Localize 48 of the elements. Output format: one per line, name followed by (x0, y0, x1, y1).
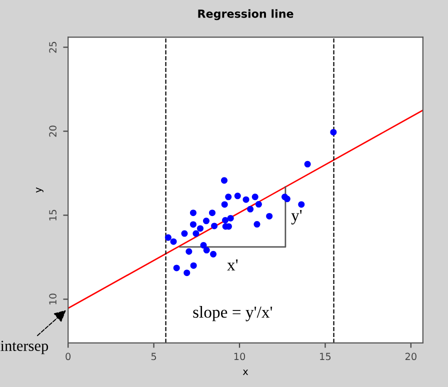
point (247, 206, 254, 212)
annotation: intersep (0, 340, 48, 354)
point (203, 246, 210, 254)
point (190, 221, 196, 228)
point (200, 242, 207, 249)
annotation: y' (291, 210, 302, 224)
point (164, 234, 172, 241)
point (186, 248, 192, 255)
point (234, 192, 241, 200)
x-tick-label: 10 (234, 352, 246, 360)
point (208, 210, 216, 216)
point (252, 194, 258, 200)
annotation: slope = y'/x' (193, 306, 272, 322)
point (196, 225, 204, 232)
point (227, 214, 234, 222)
point (181, 230, 188, 237)
point (330, 128, 337, 136)
point (211, 222, 218, 230)
point (266, 212, 273, 220)
y-axis-title: y (36, 187, 44, 193)
point (192, 230, 200, 237)
x-tick-label: 15 (320, 352, 331, 360)
point (173, 264, 180, 272)
annotation: x' (227, 260, 238, 270)
chart-title: Regression line (198, 9, 294, 20)
point (190, 210, 196, 216)
point (298, 201, 305, 208)
x-tick-label: 5 (151, 352, 156, 360)
x-axis-title: x (242, 370, 248, 375)
point (220, 177, 228, 184)
y-tick-label: 25 (49, 42, 56, 53)
point (221, 201, 228, 208)
point (222, 216, 229, 224)
y-tick-label: 10 (49, 294, 56, 304)
point (210, 250, 217, 258)
point (254, 221, 260, 228)
point (304, 160, 311, 168)
y-tick-label: 20 (49, 126, 56, 137)
x-tick-label: 0 (66, 352, 71, 360)
point (242, 196, 250, 203)
point (170, 238, 177, 245)
point (255, 201, 262, 208)
point (190, 262, 197, 269)
point (202, 218, 210, 224)
x-tick-label: 20 (405, 352, 416, 360)
point (184, 270, 190, 276)
point (225, 194, 232, 200)
y-tick-label: 15 (49, 210, 56, 220)
